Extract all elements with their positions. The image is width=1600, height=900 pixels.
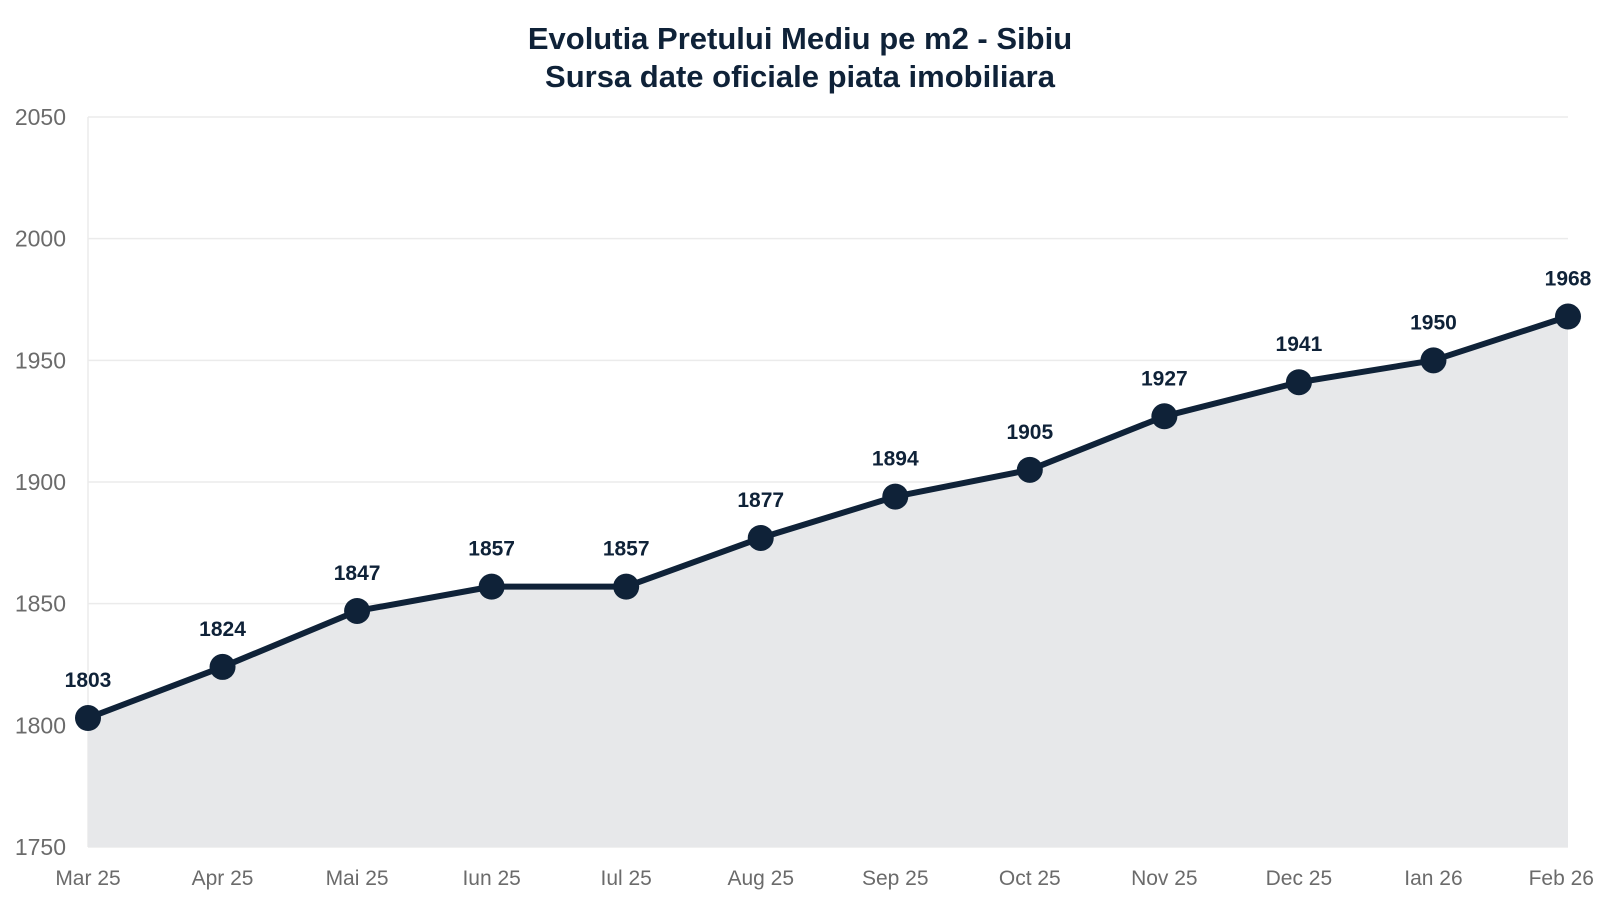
y-tick-label: 2050 [15,104,66,130]
data-label: 1894 [872,448,919,471]
x-tick-label: Feb 26 [1529,867,1594,890]
x-tick-label: Iun 25 [462,867,520,890]
y-tick-label: 1850 [15,591,66,617]
x-tick-label: Dec 25 [1266,867,1333,890]
data-point [75,705,101,732]
data-point [209,653,236,680]
y-axis-ticks: 1750 1800 1850 1900 1950 2000 2050 [15,104,66,860]
data-points [75,303,1581,732]
data-label: 1824 [199,618,246,641]
data-point [1420,347,1447,374]
y-tick-label: 1800 [15,712,66,738]
data-label: 1803 [65,669,112,692]
data-point [613,573,640,600]
data-point [747,524,774,551]
x-tick-label: Iul 25 [600,867,651,890]
data-label: 1847 [334,562,381,585]
y-tick-label: 1750 [15,834,66,860]
y-tick-label: 1950 [15,347,66,373]
x-tick-label: Mai 25 [326,867,389,890]
data-label: 1857 [603,538,650,561]
area-fill-layer [88,316,1568,847]
data-label: 1941 [1276,333,1323,356]
series-line-layer [85,313,1571,722]
data-point [882,483,909,510]
x-tick-label: Ian 26 [1404,867,1462,890]
data-point [478,573,505,600]
data-label: 1857 [468,538,515,561]
y-tick-label: 1900 [15,469,66,495]
x-tick-label: Apr 25 [192,867,254,890]
data-labels: 1803 1824 1847 1857 1857 1877 1894 1905 1927 1941… [65,268,1592,693]
data-label: 1877 [737,489,784,512]
data-label: 1968 [1545,268,1592,291]
x-tick-label: Oct 25 [999,867,1061,890]
x-tick-label: Sep 25 [862,867,929,890]
chart-subtitle: Sursa date oficiale piata imobiliara [545,59,1056,94]
data-point [1555,303,1581,330]
data-point [344,597,371,624]
x-axis-ticks: Mar 25 Apr 25 Mai 25 Iun 25 Iul 25 Aug 25 Sep … [55,867,1594,890]
y-tick-label: 2000 [15,226,66,252]
data-label: 1927 [1141,367,1188,390]
data-label: 1905 [1006,421,1053,444]
x-tick-label: Aug 25 [727,867,794,890]
data-point [1151,403,1178,430]
series-area [88,316,1568,847]
data-point [1016,456,1043,483]
series-line [85,313,1571,722]
x-tick-label: Mar 25 [55,867,120,890]
data-point [1285,369,1312,396]
data-label: 1950 [1410,311,1457,334]
x-tick-label: Nov 25 [1131,867,1198,890]
chart-title: Evolutia Pretului Mediu pe m2 - Sibiu [528,21,1072,56]
